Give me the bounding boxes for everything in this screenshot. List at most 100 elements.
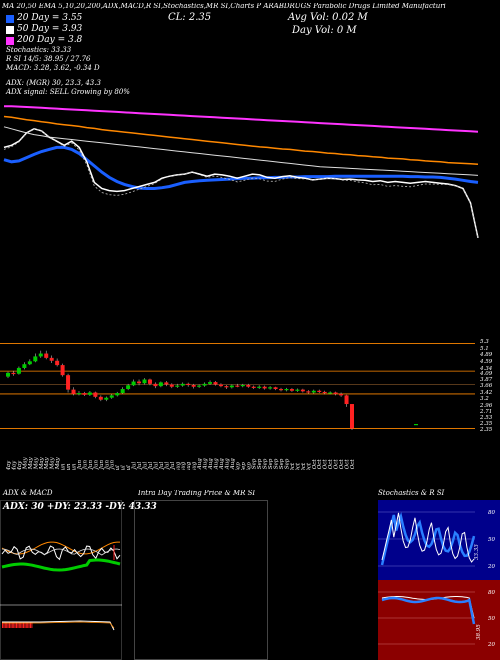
date-label: 6 May xyxy=(11,460,17,470)
candle xyxy=(33,353,38,363)
series-dotted-ma xyxy=(3,128,479,239)
candle xyxy=(87,391,92,396)
series-sma-blue xyxy=(3,145,479,190)
candle xyxy=(262,385,267,390)
candle-body xyxy=(350,404,354,429)
candle-body xyxy=(289,389,294,391)
candle-body xyxy=(60,365,65,376)
candle-body xyxy=(16,367,21,374)
stoch-panel-title: Stochastics & R SI xyxy=(378,489,445,497)
candle xyxy=(295,388,300,392)
candle xyxy=(60,363,65,377)
price-axis-label: 3.2 xyxy=(480,396,489,402)
candle xyxy=(300,388,305,393)
candle-body xyxy=(6,372,10,377)
rsi-value-label: 38.95 xyxy=(476,624,482,640)
ma-200-swatch xyxy=(6,36,14,45)
price-axis-label: 5.1 xyxy=(480,346,489,352)
candle-body xyxy=(180,383,185,386)
candle xyxy=(120,387,125,394)
macd-hist-bar xyxy=(6,622,8,628)
candle-body xyxy=(175,385,180,387)
candle-body xyxy=(339,393,344,396)
candle xyxy=(344,394,349,407)
date-label: 7 Aug xyxy=(186,461,192,470)
candle xyxy=(218,383,223,388)
candle-body xyxy=(76,393,81,395)
adx-panel-subtitle: ADX: 30 +DY: 23.33 -DY: 43.33 xyxy=(3,502,157,512)
candle xyxy=(284,387,289,392)
date-label: 24 May xyxy=(44,456,50,470)
date-label: 24 Jul xyxy=(159,462,165,470)
candle-body xyxy=(120,389,125,394)
candle xyxy=(311,389,316,394)
candle xyxy=(279,387,284,392)
date-label: 3 Jun xyxy=(61,463,67,470)
candle xyxy=(55,358,60,367)
candle xyxy=(350,404,354,430)
candle xyxy=(137,379,142,386)
macd-hist-bar xyxy=(10,622,12,628)
candle-body xyxy=(115,393,120,396)
candle-body xyxy=(257,386,262,388)
candle-body xyxy=(317,390,322,392)
candle-body xyxy=(333,392,338,394)
candle-body xyxy=(311,390,316,393)
candle-body xyxy=(147,379,152,384)
price-axis-label: 3.42 xyxy=(480,390,493,396)
date-label: 12 Jul xyxy=(137,462,143,470)
candle xyxy=(104,396,109,402)
candle xyxy=(115,391,120,397)
candle-body xyxy=(93,392,98,397)
macd-hist-bar xyxy=(27,622,29,628)
candle xyxy=(257,385,262,390)
candle xyxy=(158,381,163,388)
stoch-value-label: 33.33 xyxy=(474,544,480,560)
candle xyxy=(180,382,185,387)
candle-body xyxy=(22,364,27,368)
macd-hist-bar xyxy=(25,622,27,628)
candle xyxy=(224,384,229,390)
candle xyxy=(49,355,54,364)
candle xyxy=(142,378,147,385)
date-label: 7 Oct xyxy=(301,462,307,470)
macd-hist-bar xyxy=(18,622,20,628)
date-label: 16 Aug xyxy=(203,458,209,470)
candle-body xyxy=(224,386,229,388)
series-price-white xyxy=(3,127,479,239)
date-label: 13 Aug xyxy=(197,458,203,470)
adx-line-3 xyxy=(1,558,121,572)
candle-body xyxy=(137,381,142,384)
macd-hist-bar xyxy=(7,622,9,628)
candle-body xyxy=(218,384,223,387)
macd-signal-line xyxy=(2,621,115,629)
rsi-panel xyxy=(378,580,500,660)
candle xyxy=(175,383,180,388)
stochastics-readout: Stochastics: 33.33 xyxy=(6,46,72,54)
ma-20-row: 20 Day = 3.55 xyxy=(6,14,82,23)
date-label: 9 Sep xyxy=(246,462,252,470)
candle xyxy=(240,383,245,388)
candle-body xyxy=(49,357,54,361)
candle xyxy=(147,378,152,386)
candle-body xyxy=(322,391,327,394)
candle xyxy=(317,389,322,394)
candle-body xyxy=(169,384,174,387)
date-label: 28 May xyxy=(50,456,56,470)
macd-hist-bar xyxy=(4,622,6,628)
candle xyxy=(71,387,76,396)
macd-hist-bar xyxy=(24,622,26,628)
main-price-chart: 5.35.14.894.594.344.093.873.663.423.22.9… xyxy=(0,105,493,470)
candle xyxy=(153,382,158,389)
candle-body xyxy=(71,389,76,394)
rsi-readout: R SI 14/5: 38.95 / 27.76 xyxy=(6,55,91,63)
candle xyxy=(251,385,256,390)
date-label: 25 Jun xyxy=(104,460,110,470)
candle xyxy=(328,391,333,395)
date-label: 17 Oct xyxy=(323,459,329,470)
date-label: 17 Sep xyxy=(263,458,269,470)
candle xyxy=(213,380,218,386)
date-label: 15 May xyxy=(28,456,34,470)
candle-body xyxy=(191,384,196,387)
candle-body xyxy=(44,353,49,358)
